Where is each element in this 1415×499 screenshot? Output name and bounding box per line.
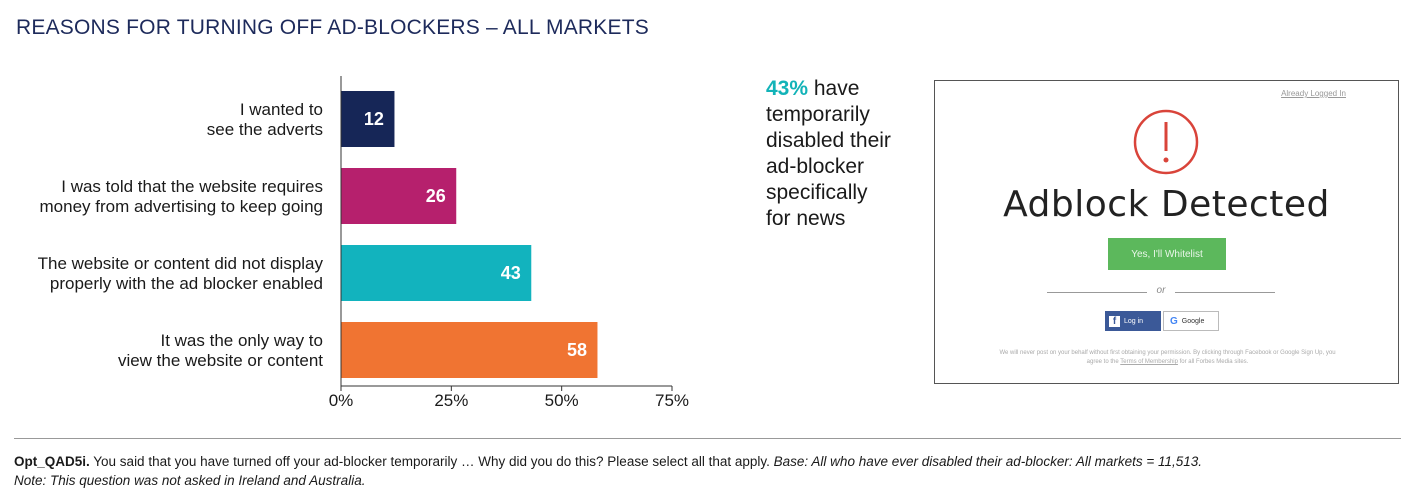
category-label-3: The website or content did not display pr… <box>38 254 324 293</box>
separator-line-right <box>1175 292 1275 293</box>
adblock-heading: Adblock Detected <box>1003 184 1330 225</box>
category-label-4: It was the only way to view the website o… <box>118 331 323 370</box>
bar-2 <box>341 168 457 224</box>
category-label-2: I was told that the website requires mone… <box>40 177 324 216</box>
stat-line-1: 43% have <box>766 76 931 102</box>
facebook-icon: f <box>1109 315 1120 327</box>
alert-circle-icon <box>1133 109 1199 175</box>
stat-text-6: for news <box>766 207 846 230</box>
footer-divider <box>14 438 1401 439</box>
google-login-button[interactable]: G Google <box>1163 311 1219 331</box>
stat-text-4: ad-blocker <box>766 155 865 178</box>
adblock-screenshot-panel: Already Logged In Adblock Detected Yes, … <box>934 80 1399 384</box>
bar-3 <box>341 245 532 301</box>
x-tick-label-1: 0% <box>329 391 354 410</box>
stat-text-2: temporarily <box>766 103 870 126</box>
bars-group: 12 I wanted to see the adverts 26 I was told… <box>38 91 598 378</box>
bar-4 <box>341 322 598 378</box>
bar-chart: 12 I wanted to see the adverts 26 I was told… <box>38 76 689 410</box>
google-login-label: Google <box>1181 317 1205 325</box>
stat-value: 43% <box>766 77 809 100</box>
already-logged-in-link[interactable]: Already Logged In <box>1281 89 1346 98</box>
bar-value-label-4: 58 <box>567 340 587 360</box>
or-text: or <box>1156 285 1166 296</box>
terms-link[interactable]: Terms of Membership <box>1120 359 1178 365</box>
question-code: Opt_QAD5i. <box>14 454 90 469</box>
chart-title: REASONS FOR TURNING OFF AD-BLOCKERS – AL… <box>16 16 649 39</box>
category-label-1: I wanted to see the adverts <box>207 100 323 139</box>
facebook-login-button[interactable]: f Log in <box>1105 311 1161 331</box>
x-tick-label-2: 25% <box>434 391 468 410</box>
footer-notes: Opt_QAD5i. You said that you have turned… <box>14 452 1404 490</box>
x-tick-label-3: 50% <box>545 391 579 410</box>
x-ticks-group: 0% 25% 50% 75% <box>329 386 689 410</box>
stat-text-3: disabled their <box>766 129 891 152</box>
fine-print: We will never post on your behalf withou… <box>995 349 1340 367</box>
bar-value-label-2: 26 <box>426 186 446 206</box>
footer-note: Note: This question was not asked in Ire… <box>14 473 366 488</box>
stat-callout: 43% have temporarily disabled their ad-b… <box>766 76 931 232</box>
or-separator: or <box>1047 285 1275 299</box>
stat-text-1: have <box>813 77 860 100</box>
bar-value-label-3: 43 <box>501 263 521 283</box>
separator-line-left <box>1047 292 1147 293</box>
base-text: Base: All who have ever disabled their a… <box>773 454 1203 469</box>
fine-print-text: We will never post on your behalf withou… <box>999 350 1336 365</box>
x-tick-label-4: 75% <box>655 391 689 410</box>
stat-text-5: specifically <box>766 181 868 204</box>
fine-print-text-end: for all Forbes Media sites. <box>1179 359 1249 365</box>
whitelist-button[interactable]: Yes, I'll Whitelist <box>1108 238 1226 270</box>
footer-question-line: Opt_QAD5i. You said that you have turned… <box>14 452 1404 471</box>
bar-1 <box>341 91 395 147</box>
bar-value-label-1: 12 <box>364 109 384 129</box>
question-text: You said that you have turned off your a… <box>89 454 774 469</box>
facebook-login-label: Log in <box>1124 317 1144 325</box>
google-icon: G <box>1170 315 1178 327</box>
